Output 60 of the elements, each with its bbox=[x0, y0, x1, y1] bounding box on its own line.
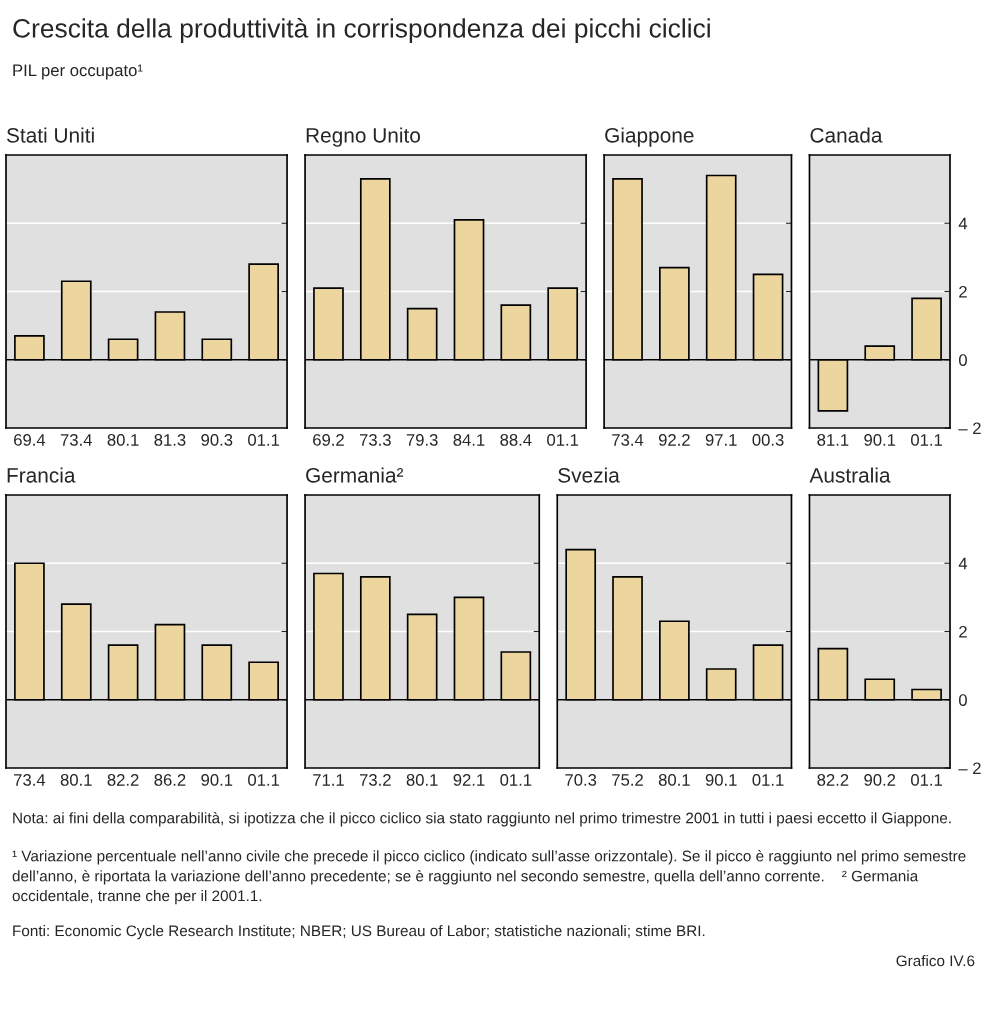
x-tick-label: 71.1 bbox=[313, 774, 344, 786]
x-tick-label: 73.4 bbox=[60, 434, 92, 446]
chart-title: Stati Uniti bbox=[6, 127, 94, 143]
x-tick-label: 92.2 bbox=[658, 434, 690, 446]
x-tick-label: 75.2 bbox=[612, 774, 643, 786]
chart-title: Svezia bbox=[558, 467, 620, 483]
y-tick-label: 2 bbox=[959, 285, 967, 298]
x-tick-label: 80.1 bbox=[60, 774, 92, 786]
x-tick-label: 82.2 bbox=[107, 774, 139, 786]
x-tick-label: 73.3 bbox=[359, 434, 391, 446]
x-tick-label: 01.1 bbox=[500, 774, 532, 786]
chart-title: Germania² bbox=[306, 467, 404, 483]
y-tick-label: – 2 bbox=[958, 422, 981, 435]
chart-title: Regno Unito bbox=[306, 127, 420, 147]
x-tick-label: 90.1 bbox=[864, 434, 896, 446]
y-tick-label: – 2 bbox=[958, 762, 981, 775]
text: Grafico IV.6 bbox=[896, 955, 975, 967]
y-tick-label: 2 bbox=[959, 625, 967, 638]
x-tick-label: 81.3 bbox=[154, 434, 186, 446]
x-tick-label: 82.2 bbox=[817, 774, 849, 786]
y-tick-label: 4 bbox=[958, 217, 968, 230]
x-tick-label: 73.2 bbox=[359, 774, 391, 786]
y-tick-label: 0 bbox=[958, 354, 967, 366]
x-tick-label: 90.3 bbox=[201, 434, 233, 446]
x-tick-label: 90.1 bbox=[201, 774, 233, 786]
y-tick-label: 0 bbox=[958, 694, 967, 706]
x-tick-label: 92.1 bbox=[453, 774, 485, 786]
x-tick-label: 01.1 bbox=[911, 774, 942, 786]
x-tick-label: 69.4 bbox=[14, 434, 46, 446]
x-tick-label: 70.3 bbox=[565, 774, 597, 786]
x-tick-label: 86.2 bbox=[154, 774, 186, 786]
x-tick-label: 80.1 bbox=[406, 774, 438, 786]
x-tick-label: 01.1 bbox=[248, 774, 280, 786]
chart-title: Giappone bbox=[605, 127, 694, 147]
x-tick-label: 00.3 bbox=[752, 434, 784, 446]
y-tick-label: 4 bbox=[958, 557, 968, 570]
text: Fonti: Economic Cycle Research Institute; NBER; US Bureau of Labor; statistiche nazionali; stime BRI. bbox=[13, 925, 705, 940]
x-tick-label: 80.1 bbox=[107, 434, 139, 446]
x-tick-label: 81.1 bbox=[817, 434, 849, 446]
x-tick-label: 01.1 bbox=[752, 774, 784, 786]
x-tick-label: 90.2 bbox=[864, 774, 896, 786]
x-tick-label: 01.1 bbox=[248, 434, 280, 446]
chart-title: Australia bbox=[809, 467, 891, 483]
x-tick-label: 88.4 bbox=[500, 434, 532, 446]
text: ¹ Variazione percentuale nell’anno civile che precede il picco ciclico (indicato sull’asse orizzontale). Se il picco è raggiunto nel primo semestre dell’anno, è riportata la variazione dell’anno precedente; se è raggiunto nel secondo semestre, quella dell’anno corrente. ² Germania occidentale, tranne che per il 2001.1. bbox=[12, 850, 966, 905]
x-tick-label: 84.1 bbox=[453, 434, 485, 446]
text: Crescita della produttività in corrispondenza dei picchi ciclici bbox=[13, 18, 710, 43]
x-tick-label: 01.1 bbox=[911, 434, 942, 446]
text: PIL per occupato¹ bbox=[13, 64, 143, 80]
x-tick-label: 90.1 bbox=[705, 774, 737, 786]
chart-title: Canada bbox=[810, 127, 883, 143]
x-tick-label: 97.1 bbox=[705, 434, 737, 446]
x-tick-label: 01.1 bbox=[547, 434, 579, 446]
chart-title: Francia bbox=[7, 467, 76, 483]
x-tick-label: 73.4 bbox=[14, 774, 46, 786]
x-tick-label: 80.1 bbox=[658, 774, 690, 786]
x-tick-label: 79.3 bbox=[406, 434, 438, 446]
x-tick-label: 69.2 bbox=[313, 434, 344, 446]
x-tick-label: 73.4 bbox=[612, 434, 644, 446]
text: Nota: ai fini della comparabilità, si ipotizza che il picco ciclico sia stato raggiunto nel primo trimestre 2001 in tutti i paesi eccetto il Giappone. bbox=[13, 812, 951, 827]
